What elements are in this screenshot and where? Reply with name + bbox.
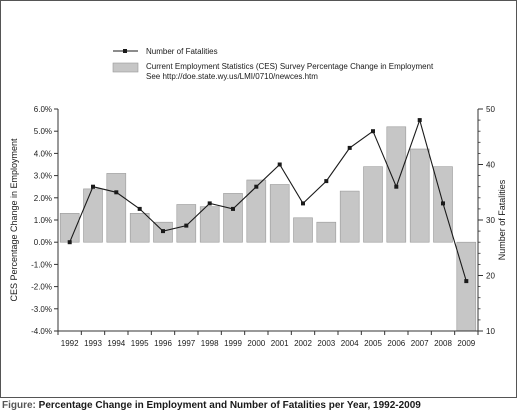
left-tick-label: 1.0% xyxy=(34,216,52,225)
legend-note: See http://doe.state.wy.us/LMI/0710/newc… xyxy=(146,72,318,81)
axis-labels: 6.0% 5.0% 4.0% 3.0% 2.0% 1.0% 0.0% -1.0% -2.0% -3… xyxy=(9,105,507,348)
legend-bar-swatch xyxy=(112,62,139,73)
left-tick-label: 5.0% xyxy=(34,127,52,136)
x-tick-label-2006: 2006 xyxy=(387,339,405,348)
x-tick-label-2003: 2003 xyxy=(317,339,335,348)
fatalities-point-2004 xyxy=(347,145,352,150)
bar-2003 xyxy=(316,221,337,243)
left-axis-title: CES Percentage Change in Employment xyxy=(9,138,19,302)
caption-title: Percentage Change in Employment and Numb… xyxy=(38,400,421,411)
x-tick-label-1993: 1993 xyxy=(84,339,102,348)
left-tick-label: -4.0% xyxy=(31,327,52,336)
legend-line-marker xyxy=(123,49,127,53)
left-tick-label: -1.0% xyxy=(31,260,52,269)
bar-2005 xyxy=(363,166,383,243)
right-tick-label: 20 xyxy=(486,272,495,281)
axes xyxy=(54,108,483,335)
right-tick-label: 10 xyxy=(486,327,495,336)
bar-series xyxy=(59,126,477,332)
left-tick-label: 4.0% xyxy=(34,149,52,158)
left-tick-label: 0.0% xyxy=(34,238,52,247)
left-tick-label: 3.0% xyxy=(34,172,52,181)
x-tick-label-2008: 2008 xyxy=(434,339,452,348)
chart-frame: Number of Fatalities Current Employment S… xyxy=(0,0,517,398)
right-tick-label: 30 xyxy=(486,216,495,225)
bar-2002 xyxy=(293,217,313,243)
bar-2009 xyxy=(456,241,477,332)
chart: Number of Fatalities Current Employment S… xyxy=(9,47,507,348)
fatalities-point-1996 xyxy=(161,229,165,234)
x-tick-label-1997: 1997 xyxy=(177,339,195,348)
fatalities-point-2001 xyxy=(277,162,282,167)
fatalities-line xyxy=(69,118,467,282)
fatalities-point-2003 xyxy=(324,179,329,184)
x-tick-label-2004: 2004 xyxy=(341,339,359,348)
bar-2000 xyxy=(246,179,267,243)
fatalities-point-1992 xyxy=(67,240,72,245)
x-tick-label-2000: 2000 xyxy=(247,339,265,348)
fatalities-point-1998 xyxy=(207,201,212,206)
right-tick-label: 40 xyxy=(486,161,495,170)
fatalities-point-2006 xyxy=(394,184,399,189)
caption-prefix: Figure: xyxy=(2,400,36,411)
bar-1999 xyxy=(223,193,243,243)
legend-label-fatalities: Number of Fatalities xyxy=(146,47,218,56)
fatalities-point-1993 xyxy=(91,184,95,189)
left-tick-label: 6.0% xyxy=(34,105,52,114)
fatalities-point-1997 xyxy=(184,223,189,228)
bar-2004 xyxy=(339,190,360,243)
bar-2001 xyxy=(269,184,290,243)
bar-2006 xyxy=(386,126,407,243)
fatalities-point-1994 xyxy=(114,190,119,195)
fatalities-point-2005 xyxy=(371,129,375,134)
bar-1995 xyxy=(129,213,150,243)
x-tick-label-1992: 1992 xyxy=(61,339,79,348)
bar-1998 xyxy=(199,206,220,243)
fatalities-point-2000 xyxy=(254,184,259,189)
fatalities-point-2007 xyxy=(417,118,422,123)
x-tick-label-1999: 1999 xyxy=(224,339,242,348)
x-tick-label-1996: 1996 xyxy=(154,339,172,348)
x-tick-label-1998: 1998 xyxy=(201,339,219,348)
line-series xyxy=(67,118,469,284)
bar-1997 xyxy=(176,204,197,243)
x-tick-label-2009: 2009 xyxy=(457,339,475,348)
right-tick-label: 50 xyxy=(486,105,495,114)
legend: Number of Fatalities Current Employment S… xyxy=(112,47,434,81)
bar-1994 xyxy=(106,173,127,243)
x-tick-label-2007: 2007 xyxy=(411,339,429,348)
bar-2007 xyxy=(409,148,430,243)
right-axis-title: Number of Fatalities xyxy=(497,179,507,260)
x-tick-label-2005: 2005 xyxy=(364,339,382,348)
x-tick-label-2001: 2001 xyxy=(271,339,289,348)
left-tick-label: -2.0% xyxy=(31,283,52,292)
fatalities-point-2009 xyxy=(464,279,469,284)
fatalities-point-2002 xyxy=(301,201,305,206)
fatalities-point-1999 xyxy=(231,206,235,211)
fatalities-point-1995 xyxy=(137,206,142,211)
x-tick-label-1995: 1995 xyxy=(131,339,149,348)
x-tick-label-2002: 2002 xyxy=(294,339,312,348)
fatalities-point-2008 xyxy=(441,201,445,206)
bar-1993 xyxy=(83,188,103,243)
left-tick-label: 2.0% xyxy=(34,194,52,203)
x-tick-label-1994: 1994 xyxy=(107,339,125,348)
figure-caption: Figure: Percentage Change in Employment … xyxy=(2,400,421,411)
left-tick-label: -3.0% xyxy=(31,305,52,314)
legend-label-ces: Current Employment Statistics (CES) Surv… xyxy=(146,62,434,71)
